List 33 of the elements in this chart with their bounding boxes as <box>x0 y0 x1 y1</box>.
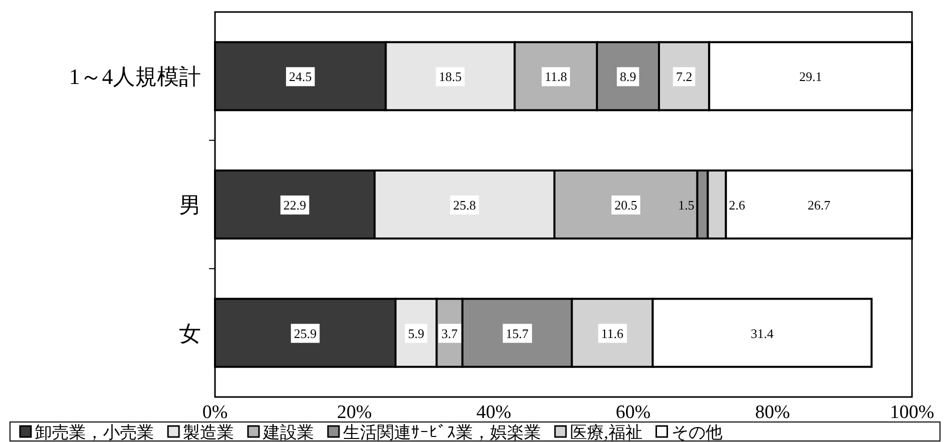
data-label: 15.7 <box>506 326 530 341</box>
x-tick-label: 100% <box>890 402 934 423</box>
data-label: 5.9 <box>408 326 424 341</box>
data-label: 18.5 <box>438 69 462 84</box>
data-label: 3.7 <box>441 326 458 341</box>
x-tick-label: 60% <box>616 402 651 423</box>
data-label: 24.5 <box>289 69 312 84</box>
data-label: 20.5 <box>614 198 638 212</box>
y-tick-label: 男 <box>179 192 201 218</box>
data-label: 11.6 <box>601 326 624 341</box>
legend-label: 建設業 <box>262 423 314 442</box>
y-tick-label: 女 <box>179 320 201 346</box>
data-label: 7.2 <box>676 69 692 84</box>
legend-label: 医療,福祉 <box>570 423 642 442</box>
x-tick-label: 80% <box>755 402 790 423</box>
legend-label: その他 <box>671 423 722 442</box>
data-label: 22.9 <box>283 198 306 212</box>
data-label: 8.9 <box>620 69 636 84</box>
data-label: 1.5 <box>678 198 694 212</box>
data-label: 31.4 <box>750 326 774 341</box>
y-tick-label: 1～4人規模計 <box>69 64 201 90</box>
data-label: 25.8 <box>453 198 476 212</box>
x-tick-label: 20% <box>336 402 372 423</box>
legend-label: 生活関連ｻｰﾋﾞｽ業，娯楽業 <box>343 423 541 442</box>
x-tick-label: 40% <box>476 402 512 423</box>
legend-label: 卸売業，小売業 <box>35 423 154 442</box>
x-tick-label: 0% <box>202 402 228 423</box>
legend-label: 製造業 <box>183 423 234 442</box>
data-label: 25.9 <box>294 326 317 341</box>
data-label: 11.8 <box>544 69 567 84</box>
data-label: 2.6 <box>728 198 746 212</box>
data-label: 29.1 <box>799 69 822 84</box>
data-label: 26.7 <box>808 198 831 212</box>
